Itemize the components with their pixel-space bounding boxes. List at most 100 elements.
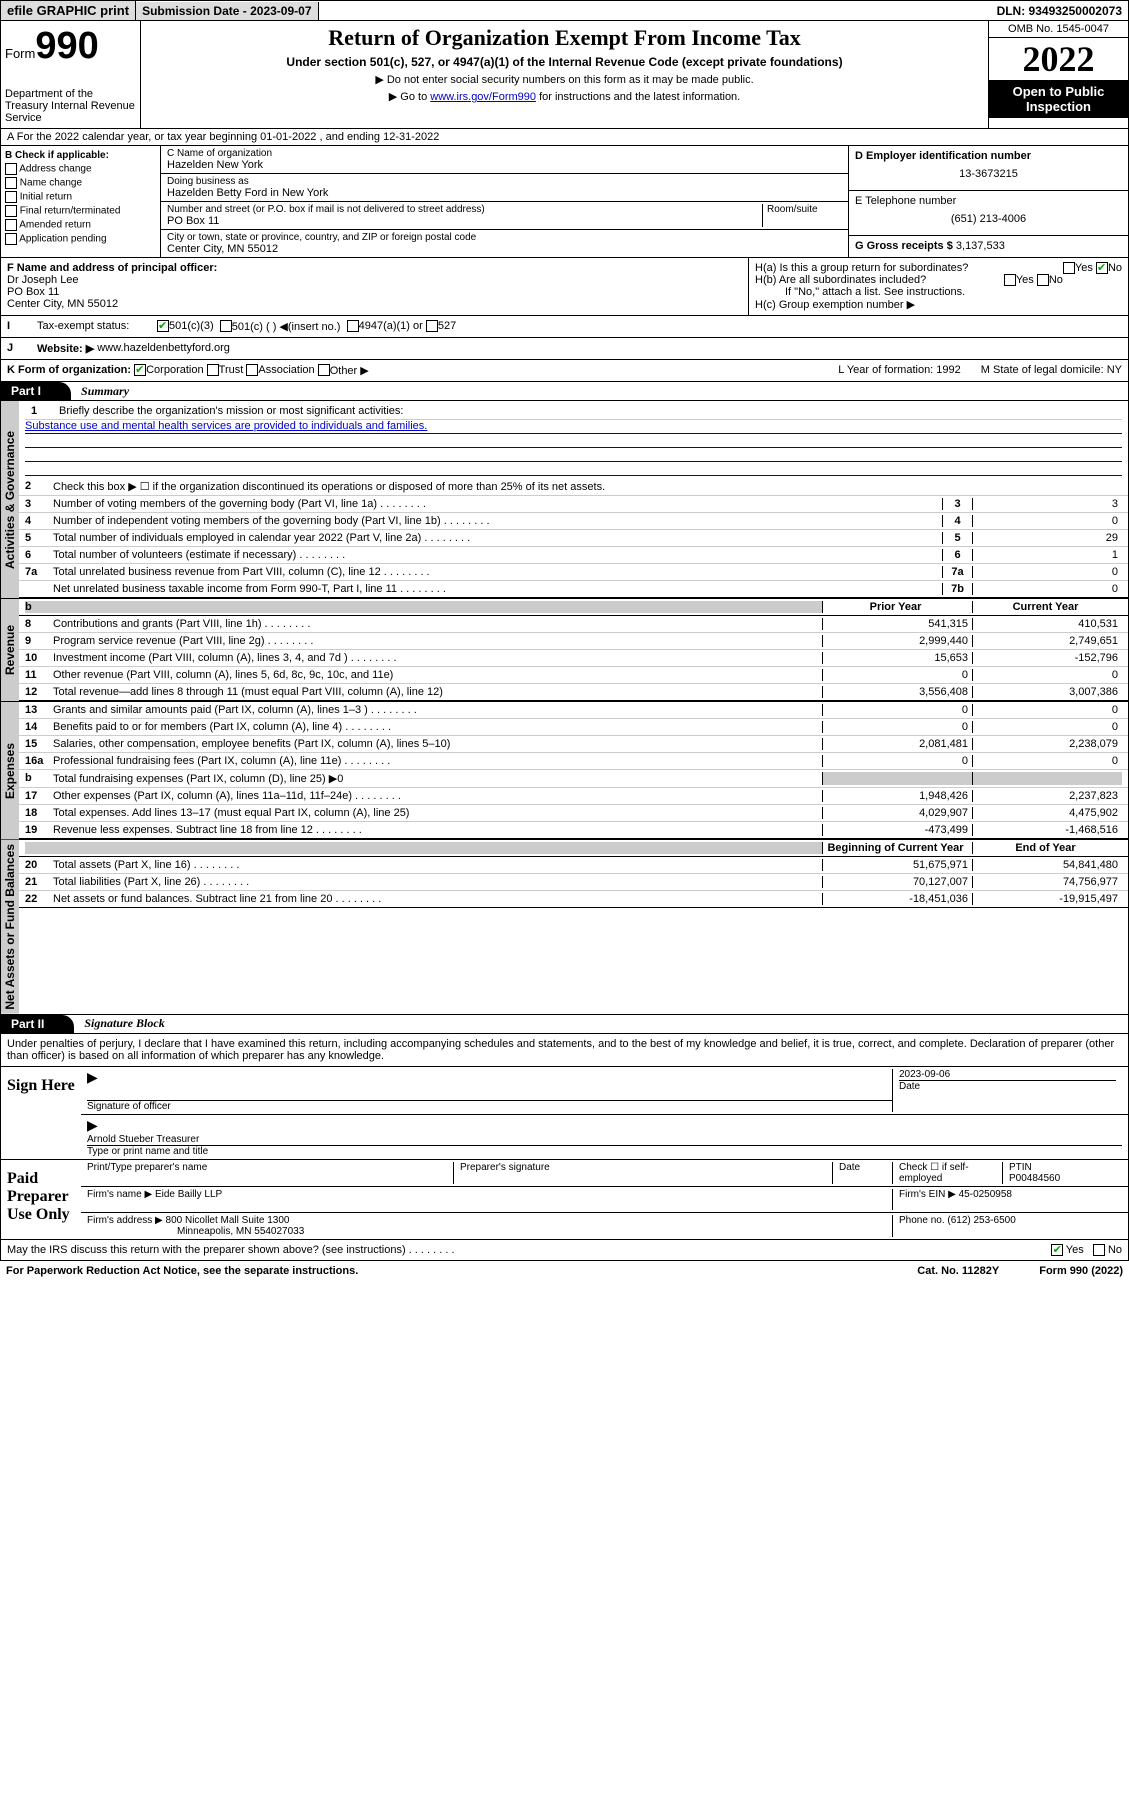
col-b-checkboxes: B Check if applicable: Address change Na… [1, 146, 161, 257]
chk-initial-return[interactable]: Initial return [5, 191, 156, 203]
cy-12: 3,007,386 [972, 686, 1122, 698]
chk-527[interactable] [426, 320, 438, 332]
tax-year: 2022 [989, 38, 1128, 80]
py-14: 0 [822, 721, 972, 733]
ptin: P00484560 [1009, 1173, 1116, 1184]
chk-other[interactable] [318, 364, 330, 376]
py-9: 2,999,440 [822, 635, 972, 647]
part-i-header: Part I Summary [0, 382, 1129, 401]
val-7a: 0 [972, 566, 1122, 578]
cy-10: -152,796 [972, 652, 1122, 664]
py-10: 15,653 [822, 652, 972, 664]
py-15: 2,081,481 [822, 738, 972, 750]
dba-name: Hazelden Betty Ford in New York [167, 187, 842, 199]
cy-15: 2,238,079 [972, 738, 1122, 750]
chk-501c[interactable] [220, 320, 232, 332]
py-8: 541,315 [822, 618, 972, 630]
label-revenue: Revenue [1, 599, 19, 701]
city-state-zip: Center City, MN 55012 [167, 243, 842, 255]
label-net-assets: Net Assets or Fund Balances [1, 840, 19, 1014]
sign-here-block: Sign Here Signature of officer2023-09-06… [0, 1067, 1129, 1160]
officer-name: Dr Joseph Lee [7, 274, 742, 286]
chk-4947[interactable] [347, 320, 359, 332]
omb-number: OMB No. 1545-0047 [989, 21, 1128, 38]
officer-addr: PO Box 11 [7, 286, 742, 298]
year-formation: L Year of formation: 1992 [838, 364, 961, 377]
chk-discuss-no[interactable] [1093, 1244, 1105, 1256]
firm-phone: (612) 253-6500 [947, 1215, 1015, 1226]
mission-text: Substance use and mental health services… [25, 420, 1122, 434]
form-number: 990 [35, 25, 98, 67]
form-subtitle: Under section 501(c), 527, or 4947(a)(1)… [145, 55, 984, 69]
beg-22: -18,451,036 [822, 893, 972, 905]
cy-18: 4,475,902 [972, 807, 1122, 819]
hc-group-exemption: H(c) Group exemption number ▶ [755, 298, 1122, 311]
ha-group-return: H(a) Is this a group return for subordin… [755, 262, 1122, 274]
label-governance: Activities & Governance [1, 401, 19, 598]
end-21: 74,756,977 [972, 876, 1122, 888]
row-a-tax-year: A For the 2022 calendar year, or tax yea… [0, 129, 1129, 146]
chk-address-change[interactable]: Address change [5, 163, 156, 175]
val-6: 1 [972, 549, 1122, 561]
chk-amended-return[interactable]: Amended return [5, 219, 156, 231]
chk-501c3[interactable] [157, 320, 169, 332]
cat-no: Cat. No. 11282Y [917, 1265, 999, 1277]
py-18: 4,029,907 [822, 807, 972, 819]
irs-link[interactable]: www.irs.gov/Form990 [430, 91, 536, 103]
form-label: Form [5, 46, 35, 61]
cy-16a: 0 [972, 755, 1122, 767]
chk-corporation[interactable] [134, 364, 146, 376]
form-title: Return of Organization Exempt From Incom… [145, 25, 984, 51]
firm-name: Eide Bailly LLP [155, 1189, 222, 1200]
form-header: Form990 Department of the Treasury Inter… [0, 21, 1129, 129]
officer-signed-name: Arnold Stueber Treasurer [87, 1134, 1122, 1145]
chk-discuss-yes[interactable] [1051, 1244, 1063, 1256]
telephone: (651) 213-4006 [855, 207, 1122, 231]
form-note-ssn: ▶ Do not enter social security numbers o… [145, 73, 984, 86]
val-3: 3 [972, 498, 1122, 510]
row-j-website: J Website: ▶ www.hazeldenbettyford.org [0, 338, 1129, 360]
cy-19: -1,468,516 [972, 824, 1122, 836]
discuss-with-preparer: May the IRS discuss this return with the… [0, 1240, 1129, 1261]
chk-final-return[interactable]: Final return/terminated [5, 205, 156, 217]
open-to-public: Open to Public Inspection [989, 80, 1128, 118]
street-address: PO Box 11 [167, 215, 762, 227]
val-7b: 0 [972, 583, 1122, 595]
end-20: 54,841,480 [972, 859, 1122, 871]
dln: DLN: 93493250002073 [991, 2, 1128, 20]
top-bar: efile GRAPHIC print Submission Date - 20… [0, 0, 1129, 21]
row-k-form-org: K Form of organization: Corporation Trus… [0, 360, 1129, 382]
submission-date: Submission Date - 2023-09-07 [136, 2, 318, 20]
efile-print-button[interactable]: efile GRAPHIC print [1, 1, 136, 20]
beg-21: 70,127,007 [822, 876, 972, 888]
cy-9: 2,749,651 [972, 635, 1122, 647]
form-ref: Form 990 (2022) [1039, 1265, 1123, 1277]
chk-association[interactable] [246, 364, 258, 376]
py-19: -473,499 [822, 824, 972, 836]
row-fgh: F Name and address of principal officer:… [0, 258, 1129, 316]
gross-receipts: 3,137,533 [956, 240, 1005, 252]
ein: 13-3673215 [855, 162, 1122, 186]
perjury-declaration: Under penalties of perjury, I declare th… [0, 1034, 1129, 1067]
label-expenses: Expenses [1, 702, 19, 839]
chk-application-pending[interactable]: Application pending [5, 233, 156, 245]
part-ii-header: Part II Signature Block [0, 1015, 1129, 1034]
section-abcde: B Check if applicable: Address change Na… [0, 146, 1129, 258]
hb-subordinates: H(b) Are all subordinates included? Yes … [755, 274, 1122, 286]
org-name: Hazelden New York [167, 159, 842, 171]
val-5: 29 [972, 532, 1122, 544]
val-4: 0 [972, 515, 1122, 527]
sign-date: 2023-09-06 [899, 1069, 1116, 1080]
py-13: 0 [822, 704, 972, 716]
row-i-tax-status: I Tax-exempt status: 501(c)(3) 501(c) ( … [0, 316, 1129, 338]
website-url[interactable]: www.hazeldenbettyford.org [97, 342, 230, 355]
state-domicile: M State of legal domicile: NY [981, 364, 1122, 377]
py-12: 3,556,408 [822, 686, 972, 698]
cy-14: 0 [972, 721, 1122, 733]
chk-name-change[interactable]: Name change [5, 177, 156, 189]
chk-trust[interactable] [207, 364, 219, 376]
firm-ein: 45-0250958 [959, 1189, 1012, 1200]
cy-11: 0 [972, 669, 1122, 681]
beg-20: 51,675,971 [822, 859, 972, 871]
form-note-link: ▶ Go to www.irs.gov/Form990 for instruct… [145, 90, 984, 103]
